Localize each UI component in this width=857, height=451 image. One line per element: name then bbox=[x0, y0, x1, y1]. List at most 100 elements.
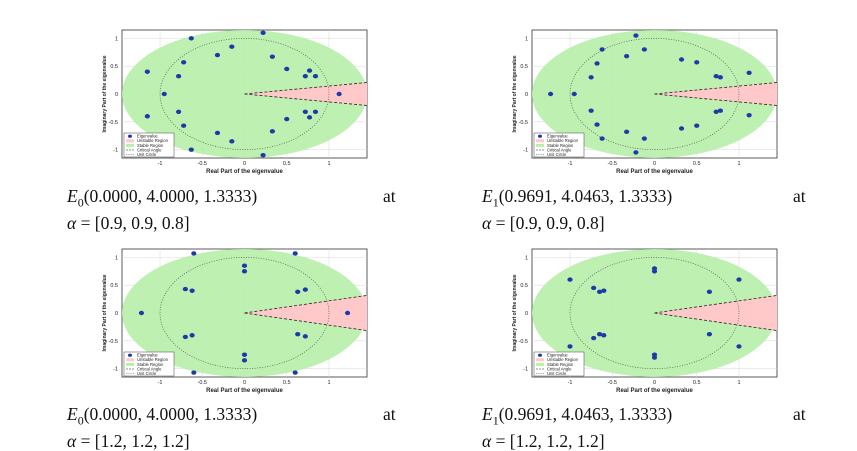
eigenvalue-point bbox=[302, 73, 308, 79]
eigen-plot-4: -1 -0.5 0 0.5 1 1 0.5 0 -0.5 -1 Real Part of the e… bbox=[512, 248, 778, 394]
x-tick-label: -1 bbox=[568, 161, 573, 167]
y-axis-label: Imaginary Part of the eigenvalue bbox=[102, 55, 108, 132]
eigenvalue-point bbox=[641, 136, 647, 141]
eigenvalue-point bbox=[736, 344, 742, 349]
eigenvalue-point bbox=[678, 126, 685, 131]
x-axis-label: Real Part of the eigenvalue bbox=[616, 388, 693, 394]
legend-label: Unstable Region bbox=[137, 357, 169, 362]
eigenvalue-point bbox=[189, 288, 195, 293]
legend-eigenvalue-marker bbox=[538, 134, 542, 138]
eigenvalue-point bbox=[260, 30, 266, 35]
eigenvalue-point bbox=[302, 334, 308, 339]
caption-1-line-2: α = [0.9, 0.9, 0.8] bbox=[67, 213, 257, 233]
x-tick-label: -0.5 bbox=[198, 380, 207, 386]
legend-label: Eigenvalue bbox=[547, 353, 568, 358]
eigenvalue-point bbox=[706, 289, 713, 295]
eigenvalue-point bbox=[588, 75, 594, 80]
y-axis-label: Imaginary Part of the eigenvalue bbox=[512, 55, 518, 132]
eigen-plot-2: -1 -0.5 0 0.5 1 1 0.5 0 -0.5 -1 Real Part of the e… bbox=[512, 29, 778, 175]
unstable-region bbox=[654, 295, 777, 331]
caption-1-at: at bbox=[383, 186, 396, 206]
caption-2-subscript: 1 bbox=[492, 195, 499, 210]
critical-angle-line-lower bbox=[244, 312, 367, 331]
eigenvalue-point bbox=[241, 269, 248, 274]
eigenvalue-point bbox=[214, 130, 221, 136]
x-tick-label: -1 bbox=[568, 380, 573, 386]
x-tick-label: 1 bbox=[737, 380, 740, 386]
eigenvalue-point bbox=[269, 54, 275, 59]
x-tick-label: 0.5 bbox=[283, 161, 291, 167]
caption-4-line-1: E1(0.9691, 4.0463, 1.3333) bbox=[482, 404, 672, 431]
eigenvalue-point bbox=[599, 136, 605, 141]
eigenvalue-point bbox=[182, 286, 188, 292]
eigenvalue-point bbox=[588, 108, 594, 113]
eigenvalue-point bbox=[567, 344, 573, 349]
x-tick-label: -1 bbox=[158, 161, 163, 167]
plot-area bbox=[122, 249, 367, 377]
caption-3-symbol: E bbox=[67, 404, 78, 424]
caption-3-at: at bbox=[383, 404, 396, 424]
x-tick-label: -1 bbox=[158, 380, 163, 386]
y-tick-label: 1 bbox=[525, 255, 528, 261]
eigenvalue-point bbox=[594, 122, 600, 127]
y-tick-label: -1 bbox=[523, 148, 528, 154]
unstable-region bbox=[244, 82, 367, 106]
x-tick-label: 0.5 bbox=[283, 380, 291, 386]
unit-circle bbox=[569, 256, 740, 370]
plot-area bbox=[532, 30, 777, 158]
eigenvalue-point bbox=[229, 44, 235, 49]
eigenvalue-point bbox=[624, 129, 630, 135]
critical-angle-line-lower bbox=[654, 312, 777, 331]
eigenvalue-point bbox=[567, 277, 573, 282]
caption-1-alpha: α bbox=[67, 212, 77, 233]
caption-2-symbol: E bbox=[482, 186, 493, 206]
eigenvalue-point bbox=[624, 53, 630, 59]
y-tick-label: 0.5 bbox=[520, 283, 528, 289]
unit-circle bbox=[159, 256, 330, 370]
eigenvalue-point bbox=[269, 129, 275, 134]
x-tick-label: 0.5 bbox=[693, 161, 701, 167]
eigenvalue-point bbox=[312, 109, 319, 115]
eigenvalue-point bbox=[736, 277, 742, 282]
eigenvalue-point bbox=[189, 333, 195, 338]
eigenvalue-point bbox=[214, 52, 221, 58]
legend-label: Eigenvalue bbox=[137, 353, 158, 358]
legend-label: Unit Circle bbox=[137, 152, 157, 157]
eigenvalue-point bbox=[547, 91, 554, 97]
eigenvalue-point bbox=[229, 139, 235, 144]
eigenvalue-point bbox=[651, 266, 658, 271]
caption-2: E1(0.9691, 4.0463, 1.3333) α = [0.9, 0.9… bbox=[482, 186, 672, 233]
eigenvalue-point bbox=[188, 147, 194, 152]
eigenvalue-point bbox=[746, 70, 752, 76]
unstable-region bbox=[654, 82, 777, 106]
caption-4-subscript: 1 bbox=[492, 413, 499, 428]
caption-3-args: (0.0000, 4.0000, 1.3333) bbox=[83, 404, 258, 424]
eigenvalue-point bbox=[241, 263, 248, 268]
eigenvalue-point bbox=[241, 352, 248, 357]
eigenvalue-point bbox=[599, 47, 605, 52]
legend-label: Unit Circle bbox=[137, 371, 157, 376]
legend-label: Stable Region bbox=[137, 362, 164, 367]
caption-1-subscript: 0 bbox=[77, 195, 84, 210]
unstable-region bbox=[244, 295, 367, 331]
caption-4-args: (0.9691, 4.0463, 1.3333) bbox=[498, 404, 673, 424]
y-tick-label: 0 bbox=[115, 311, 118, 317]
eigenvalue-point bbox=[713, 73, 719, 79]
x-tick-label: 1 bbox=[327, 161, 330, 167]
eigenvalue-point bbox=[596, 289, 603, 295]
eigen-plot-1: -1 -0.5 0 0.5 1 1 0.5 0 -0.5 -1 Real Part of the e… bbox=[102, 29, 368, 175]
y-tick-label: 0 bbox=[525, 92, 528, 98]
caption-3-line-2: α = [1.2, 1.2, 1.2] bbox=[67, 431, 257, 451]
legend-label: Stable Region bbox=[137, 143, 164, 148]
caption-4-alpha: α bbox=[482, 430, 492, 451]
x-tick-label: 0.5 bbox=[693, 380, 701, 386]
legend-stable-swatch bbox=[536, 362, 544, 366]
y-tick-label: -0.5 bbox=[519, 120, 528, 126]
y-tick-label: 0.5 bbox=[520, 64, 528, 70]
eigenvalue-point bbox=[306, 68, 313, 73]
unit-circle bbox=[569, 37, 740, 151]
eigenvalue-point bbox=[694, 123, 700, 128]
